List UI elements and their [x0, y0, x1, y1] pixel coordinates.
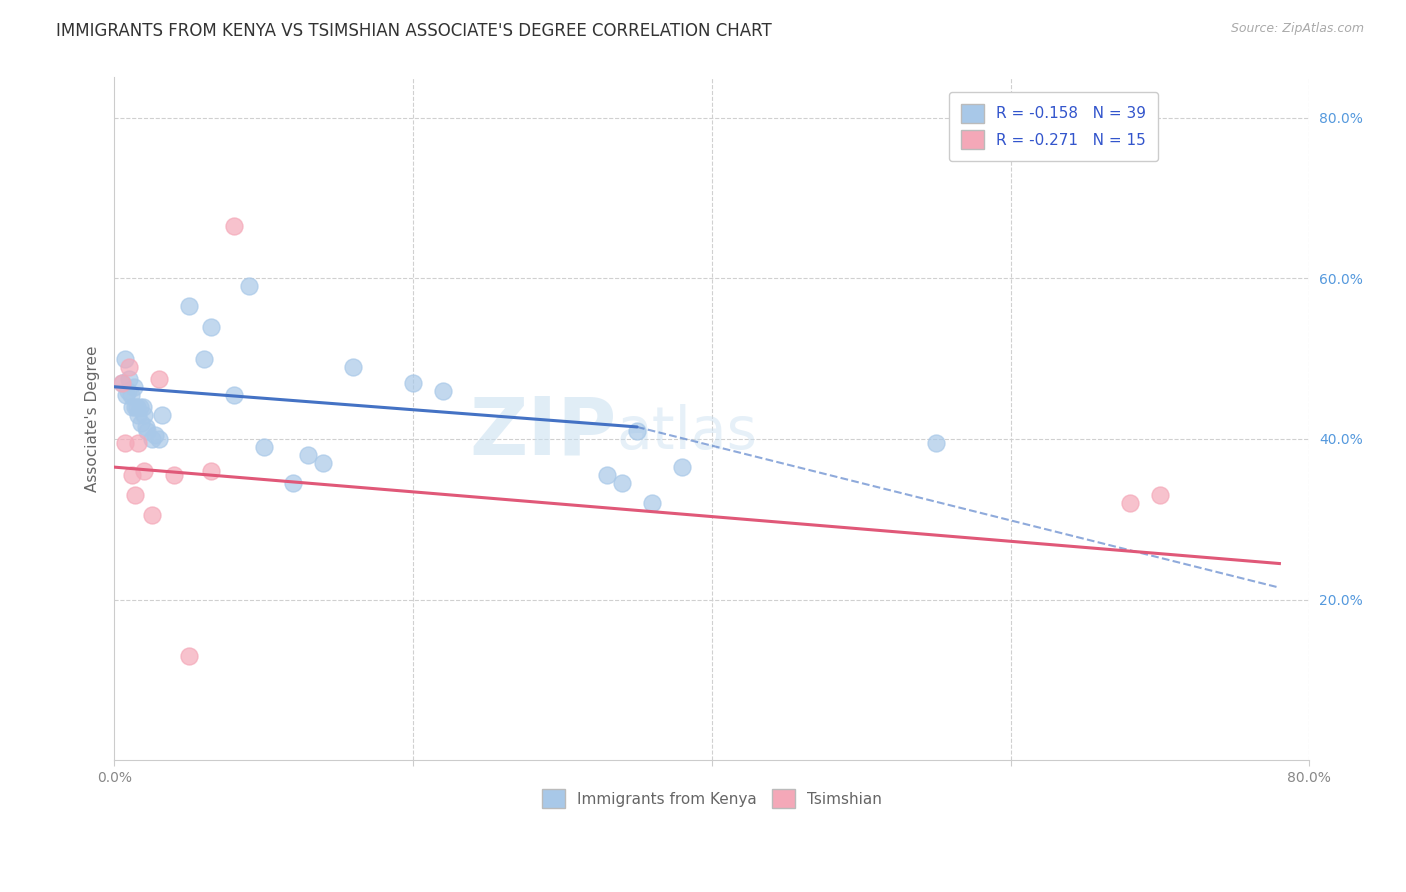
Point: [115, 388, 138, 402]
Point: [312, 456, 335, 470]
Point: [1149, 488, 1171, 502]
Point: [111, 376, 134, 390]
Point: [117, 384, 139, 398]
Point: [671, 460, 693, 475]
Point: [136, 424, 159, 438]
Point: [177, 648, 200, 663]
Point: [124, 488, 146, 502]
Text: IMMIGRANTS FROM KENYA VS TSIMSHIAN ASSOCIATE'S DEGREE CORRELATION CHART: IMMIGRANTS FROM KENYA VS TSIMSHIAN ASSOC…: [56, 22, 772, 40]
Y-axis label: Associate's Degree: Associate's Degree: [86, 346, 100, 492]
Point: [402, 376, 425, 390]
Point: [283, 476, 305, 491]
Point: [1119, 496, 1142, 510]
Point: [342, 359, 364, 374]
Point: [127, 436, 149, 450]
Point: [193, 351, 215, 366]
Point: [200, 319, 222, 334]
Point: [252, 440, 274, 454]
Point: [596, 468, 619, 483]
Point: [118, 372, 141, 386]
Point: [121, 468, 143, 483]
Text: ZIP: ZIP: [468, 393, 616, 472]
Point: [120, 388, 142, 402]
Point: [610, 476, 633, 491]
Point: [626, 424, 648, 438]
Point: [148, 432, 170, 446]
Point: [122, 380, 145, 394]
Point: [118, 359, 141, 374]
Text: atlas: atlas: [616, 404, 756, 461]
Point: [132, 408, 155, 422]
Point: [432, 384, 454, 398]
Point: [141, 432, 163, 446]
Point: [200, 464, 222, 478]
Legend: Immigrants from Kenya, Tsimshian: Immigrants from Kenya, Tsimshian: [536, 783, 889, 814]
Point: [132, 464, 155, 478]
Point: [125, 400, 148, 414]
Point: [114, 351, 136, 366]
Point: [141, 508, 163, 523]
Point: [297, 448, 319, 462]
Point: [121, 400, 143, 414]
Point: [238, 279, 260, 293]
Point: [163, 468, 186, 483]
Point: [222, 388, 245, 402]
Point: [127, 408, 149, 422]
Point: [143, 428, 166, 442]
Point: [124, 400, 146, 414]
Point: [135, 420, 157, 434]
Point: [641, 496, 664, 510]
Point: [177, 300, 200, 314]
Point: [114, 436, 136, 450]
Point: [129, 416, 152, 430]
Point: [131, 400, 153, 414]
Point: [925, 436, 948, 450]
Point: [128, 400, 150, 414]
Text: Source: ZipAtlas.com: Source: ZipAtlas.com: [1230, 22, 1364, 36]
Point: [222, 219, 245, 233]
Point: [150, 408, 173, 422]
Point: [148, 372, 170, 386]
Point: [111, 376, 134, 390]
